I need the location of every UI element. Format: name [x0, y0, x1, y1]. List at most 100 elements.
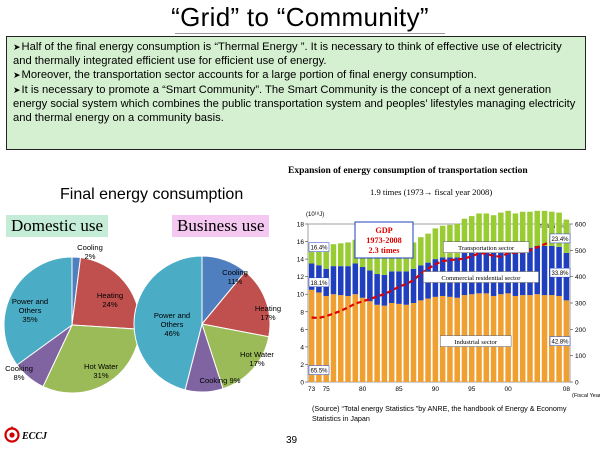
bar-segment-industrial: [388, 303, 395, 382]
source-note: (Source) “Total energy Statistics ”by AN…: [312, 404, 567, 423]
bar-segment-transportation: [490, 215, 497, 252]
notes-box: ➤Half of the final energy consumption is…: [6, 36, 586, 150]
bar-segment-transportation: [498, 212, 504, 249]
bar-segment-industrial: [345, 295, 351, 382]
pie-label: Hot Water 31%: [84, 362, 118, 380]
bar-segment-commercial: [381, 274, 388, 306]
bar-segment-transportation: [316, 245, 322, 266]
chart-subtitle: 1.9 times (1973→ fiscal year 2008): [370, 187, 493, 197]
share-label-box: [308, 277, 330, 288]
left-axis-unit: (10¹⁸J): [306, 211, 324, 218]
note-text: Moreover, the transportation sector acco…: [21, 69, 477, 82]
y2-tick-label: 200: [575, 327, 586, 334]
y-tick-label: 6: [300, 327, 304, 334]
bar-segment-industrial: [534, 294, 541, 382]
bar-segment-industrial: [359, 297, 366, 382]
bar-segment-transportation: [432, 228, 439, 260]
bar-segment-transportation: [483, 213, 490, 250]
title-underline: [175, 33, 445, 34]
bar-segment-transportation: [476, 213, 482, 250]
pie-label: Heating 17%: [254, 304, 282, 322]
y-tick-label: 12: [297, 274, 305, 281]
bar-segment-commercial: [410, 268, 417, 303]
eccj-logo-text: ECCJ: [22, 431, 48, 442]
y2-tick-label: 600: [575, 222, 586, 229]
gdp-annotation-box: [354, 221, 414, 259]
bar-segment-commercial: [359, 267, 366, 298]
share-label-box: [549, 336, 571, 346]
x-tick-label: 90: [432, 386, 440, 393]
y-tick-label: 0: [300, 380, 304, 387]
bar-segment-industrial: [308, 289, 315, 382]
bar-segment-industrial: [541, 295, 548, 382]
pie-slice-heating: [201, 270, 271, 338]
pie-label: Cooling 11%: [222, 268, 248, 286]
pies-heading: Final energy consumption: [60, 186, 244, 203]
sector-label-box: [423, 271, 539, 283]
pie-slice-power-and-others: [133, 255, 203, 391]
note-bullet: ➤Moreover, the transportation sector acc…: [13, 68, 579, 82]
bar-segment-transportation: [308, 243, 315, 264]
bar-segment-transportation: [345, 242, 351, 267]
pie-label: Power and Others 46%: [153, 311, 191, 338]
bar-segment-industrial: [337, 295, 344, 382]
x-tick-label: 00: [505, 386, 513, 393]
share-label: 42.8%: [551, 340, 569, 346]
bar-segment-industrial: [396, 303, 402, 382]
pie-slice-power-and-others: [3, 256, 73, 366]
x-tick-label: 95: [468, 386, 476, 393]
domestic-use-title: Domestic use: [6, 215, 109, 237]
pie-label: Cooking 8%: [5, 364, 33, 382]
bar-segment-industrial: [512, 295, 519, 382]
arrow-bullet-icon: ➤: [13, 42, 21, 52]
slide-title: “Grid” to “Community”: [171, 2, 429, 32]
bar-segment-industrial: [323, 295, 329, 382]
bar-segment-commercial: [396, 271, 402, 304]
bar-segment-transportation: [418, 237, 424, 266]
bar-segment-transportation: [367, 246, 373, 271]
bar-segment-commercial: [330, 266, 337, 295]
y-tick-label: 8: [300, 309, 304, 316]
chart-title: Expansion of energy consumption of trans…: [288, 166, 528, 176]
bar-segment-transportation: [388, 246, 395, 272]
gdp-annotation-text: GDP: [375, 226, 392, 235]
y-tick-label: 16: [297, 239, 305, 246]
business-use-pie: [133, 255, 271, 393]
x-tick-label: 80: [359, 386, 367, 393]
bar-segment-transportation: [374, 250, 380, 275]
bar-segment-industrial: [367, 301, 373, 382]
bar-segment-transportation: [556, 212, 562, 247]
x-tick-label: 08: [563, 386, 571, 393]
sector-label: Industrial sector: [454, 339, 497, 346]
bar-segment-transportation: [461, 218, 468, 253]
bar-segment-industrial: [519, 295, 526, 382]
bar-segment-industrial: [330, 294, 337, 382]
gdp-annotation-text: 2.3 times: [369, 246, 400, 255]
gdp-annotation-text: 1973-2008: [366, 236, 401, 245]
business-use-title: Business use: [172, 215, 270, 237]
bar-segment-transportation: [337, 243, 344, 267]
share-label-box: [308, 242, 330, 252]
domestic-use-pie: [3, 256, 141, 394]
arrow-bullet-icon: ➤: [13, 70, 21, 81]
page-number: 39: [286, 435, 298, 446]
sector-label-box: [443, 241, 530, 253]
y-tick-label: 14: [297, 257, 305, 264]
x-tick-label: 75: [323, 386, 331, 393]
y2-tick-label: 400: [575, 274, 586, 281]
note-bullet: ➤It is necessary to promote a “Smart Com…: [13, 83, 579, 126]
bar-segment-industrial: [527, 295, 533, 382]
sector-label-box: [439, 335, 512, 347]
x-axis-unit: (Fiscal Year): [572, 393, 600, 399]
bar-segment-transportation: [396, 246, 402, 272]
x-tick-label: 85: [395, 386, 403, 393]
bar-segment-transportation: [549, 211, 555, 246]
y2-tick-label: 500: [575, 248, 586, 255]
bar-segment-commercial: [345, 266, 351, 296]
pie-label: Heating 24%: [96, 291, 124, 309]
bar-segment-commercial: [418, 265, 424, 301]
bar-segment-transportation: [454, 224, 460, 258]
y2-tick-label: 0: [575, 380, 579, 387]
bar-segment-transportation: [527, 211, 533, 248]
bar-segment-transportation: [403, 245, 410, 272]
